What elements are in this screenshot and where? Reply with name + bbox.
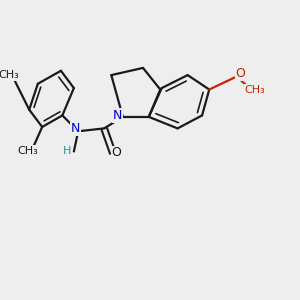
Text: O: O xyxy=(235,67,245,80)
Text: CH₃: CH₃ xyxy=(0,70,20,80)
Text: N: N xyxy=(113,109,122,122)
Text: CH₃: CH₃ xyxy=(244,85,265,94)
Text: O: O xyxy=(111,146,121,159)
Text: N: N xyxy=(70,122,80,136)
Text: H: H xyxy=(62,146,71,156)
Text: CH₃: CH₃ xyxy=(17,146,38,156)
